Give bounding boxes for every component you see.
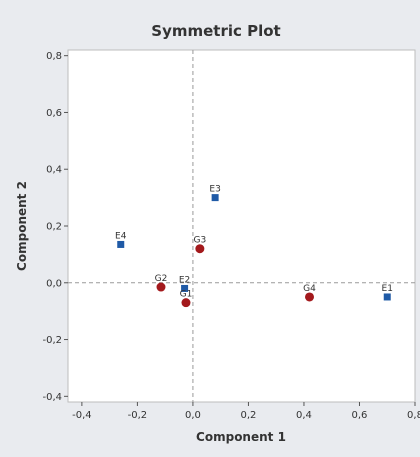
point-g1-marker — [181, 298, 191, 308]
point-e1-label: E1 — [382, 284, 393, 294]
y-tick-label: 0,4 — [46, 165, 62, 176]
y-tick-label: -0,4 — [42, 392, 62, 403]
y-tick-label: 0,8 — [46, 51, 62, 62]
x-axis: -0,4 -0,2 0,0 0,2 0,4 0,6 0,8 — [72, 402, 420, 421]
point-e3-label: E3 — [209, 185, 220, 195]
point-e3-marker — [211, 194, 219, 202]
point-g4-marker — [305, 292, 315, 302]
point-g1-label: G1 — [180, 290, 193, 300]
point-g2-label: G2 — [155, 274, 168, 284]
y-axis-title: Component 2 — [15, 181, 29, 271]
x-tick-label: 0,0 — [185, 410, 201, 421]
x-tick-label: -0,2 — [128, 410, 148, 421]
x-tick-label: 0,4 — [296, 410, 312, 421]
y-tick-label: 0,0 — [46, 278, 62, 289]
plot-area — [67, 49, 416, 403]
point-e4-label: E4 — [115, 231, 127, 241]
x-tick-label: 0,6 — [352, 410, 368, 421]
x-axis-title: Component 1 — [196, 430, 286, 444]
x-tick-label: 0,8 — [407, 410, 420, 421]
x-tick-label: 0,2 — [240, 410, 256, 421]
y-tick-label: -0,2 — [42, 335, 62, 346]
y-axis: -0,4 -0,2 0,0 0,2 0,4 0,6 0,8 — [42, 51, 68, 403]
point-e2-label: E2 — [179, 275, 190, 285]
x-tick-label: -0,4 — [72, 410, 92, 421]
point-g4-label: G4 — [303, 284, 316, 294]
point-e4-marker — [117, 240, 125, 248]
y-tick-label: 0,2 — [46, 222, 62, 233]
point-e1-marker — [383, 293, 391, 301]
point-g3-marker — [195, 244, 205, 254]
point-g3-label: G3 — [194, 236, 207, 246]
point-e2-marker — [181, 284, 189, 292]
point-g2-marker — [156, 282, 166, 292]
y-tick-label: 0,6 — [46, 108, 62, 119]
chart-title: Symmetric Plot — [151, 22, 280, 40]
data-points: E1 E2 E3 E4 G1 G2 G3 G4 — [115, 185, 393, 308]
reference-lines — [68, 50, 415, 402]
